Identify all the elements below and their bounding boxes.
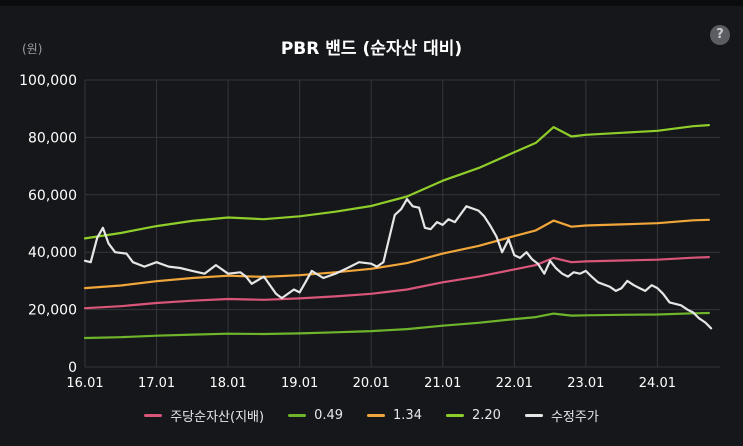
x-tick-label: 18.01 [209,376,246,391]
legend-item[interactable]: 주당순자산(지배) [144,406,264,425]
legend-swatch [445,414,464,417]
legend-label: 1.34 [393,408,422,423]
y-tick-label: 20,000 [28,303,77,319]
legend-item[interactable]: 2.20 [445,408,501,423]
x-tick-label: 23.01 [567,376,604,391]
legend-label: 0.49 [314,408,344,423]
y-unit-label: (원) [22,42,43,56]
y-tick-label: 40,000 [28,245,77,261]
x-tick-label: 19.01 [281,376,318,391]
series-line-1 [83,311,710,340]
x-tick-label: 24.01 [639,376,676,391]
series-line-2 [83,218,710,290]
y-tick-label: 60,000 [28,188,77,204]
chart-title: PBR 밴드 (순자산 대비) [280,39,463,59]
x-tick-label: 16.01 [66,376,103,391]
y-tick-label: 100,000 [19,73,77,89]
top-bar [0,0,743,6]
y-tick-label: 0 [68,360,77,376]
pbr-band-chart: 0 20,000 40,000 60,000 80,000 100,000 16.01 17.… [19,73,720,391]
legend-label: 수정주가 [550,410,599,425]
x-tick-label: 20.01 [353,376,390,391]
series-line-4 [83,198,713,330]
legend-swatch [288,414,307,417]
legend-label: 2.20 [471,408,501,423]
legend-swatch [144,414,163,417]
legend-item[interactable]: 0.49 [288,408,343,423]
x-tick-label: 21.01 [424,376,461,391]
x-tick-label: 17.01 [138,376,175,391]
legend-label: 주당순자산(지배) [170,410,265,425]
legend-item[interactable]: 1.34 [367,408,422,423]
x-tick-label: 22.01 [496,376,533,391]
series-line-3 [83,124,710,240]
series-line-0 [83,256,710,310]
chart-legend: 주당순자산(지배) 0.49 1.34 2.20 수정주가 [0,406,743,425]
legend-item[interactable]: 수정주가 [524,406,599,425]
legend-swatch [367,414,386,417]
legend-swatch [524,414,543,417]
help-icon[interactable]: ? [710,25,730,45]
y-tick-label: 80,000 [28,130,77,146]
